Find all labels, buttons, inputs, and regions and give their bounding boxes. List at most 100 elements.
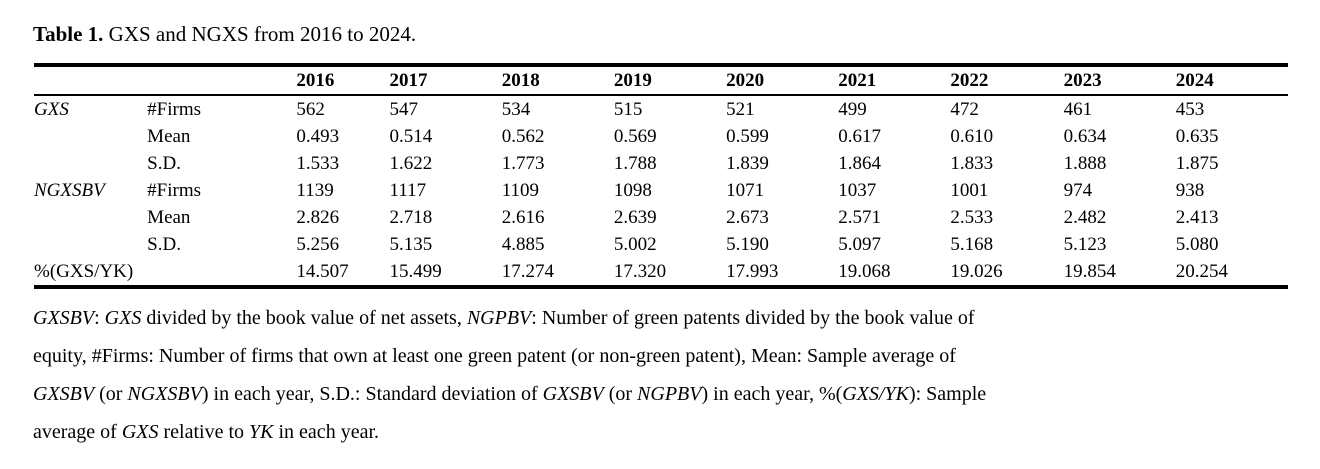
footnote-term: NGXSBV (127, 383, 202, 406)
cell-value: 1037 (838, 179, 877, 201)
footnote-text: average of (33, 421, 122, 444)
row-stat-label: S.D. (147, 152, 181, 174)
cell-value: 0.599 (726, 125, 769, 147)
cell-value: 14.507 (296, 260, 349, 282)
row-group-label (34, 123, 147, 150)
footnote-text: (or (94, 383, 128, 406)
footnote-text: : (94, 307, 105, 330)
cell-value: 1.864 (838, 152, 881, 174)
cell-value: 2.673 (726, 206, 769, 228)
footnote-term: GXSBV (33, 307, 95, 330)
table-row: S.D. 1.533 1.622 1.773 1.788 1.839 1.864 1.833 1… (34, 150, 1288, 177)
cell-value: 5.190 (726, 233, 769, 255)
cell-value: 19.068 (838, 260, 891, 282)
cell-value: 1.888 (1063, 152, 1107, 174)
header-spacer-group (34, 65, 147, 95)
cell-value: 5.168 (950, 233, 994, 255)
table-row: GXS #Firms 562 547 534 515 521 499 472 461 453 (34, 95, 1288, 123)
footnote-text: : Number of green patents divided by the… (531, 307, 975, 330)
year-header-2018: 2018 (501, 69, 540, 91)
year-header-2020: 2020 (726, 69, 765, 91)
cell-value: 2.826 (296, 206, 340, 228)
table-row: S.D. 5.256 5.135 4.885 5.002 5.190 5.097 5.168 5… (34, 231, 1288, 258)
cell-value: 547 (389, 98, 419, 120)
cell-value: 453 (1175, 98, 1205, 120)
cell-value: 1098 (613, 179, 652, 201)
row-stat-label: #Firms (147, 179, 202, 201)
cell-value: 521 (726, 98, 755, 120)
cell-value: 0.617 (838, 125, 881, 147)
cell-value: 5.080 (1175, 233, 1219, 255)
footnote: GXSBV: GXS divided by the book value of … (33, 299, 1295, 451)
footnote-term: GXS/YK (842, 383, 909, 406)
cell-value: 20.254 (1175, 260, 1228, 282)
cell-value: 5.002 (613, 233, 657, 255)
row-stat-label: S.D. (147, 233, 181, 255)
cell-value: 0.493 (296, 125, 340, 147)
cell-value: 17.320 (613, 260, 667, 282)
cell-value: 2.639 (613, 206, 657, 228)
cell-value: 0.610 (950, 125, 994, 147)
footnote-text: in each year. (273, 421, 380, 444)
footnote-term: NGPBV (466, 307, 532, 330)
cell-value: 499 (838, 98, 867, 120)
cell-value: 5.123 (1063, 233, 1107, 255)
cell-value: 1.533 (296, 152, 340, 174)
year-header-2017: 2017 (389, 69, 428, 91)
row-group-label (34, 150, 147, 177)
table-row: %(GXS/YK) 14.507 15.499 17.274 17.320 17.993 1… (34, 258, 1288, 287)
cell-value: 461 (1063, 98, 1093, 120)
year-header-2023: 2023 (1063, 69, 1102, 91)
table-title: Table 1. GXS and NGXS from 2016 to 2024. (33, 22, 1290, 47)
row-group-label (34, 204, 147, 231)
footnote-term: GXS (121, 421, 159, 444)
cell-value: 2.571 (838, 206, 881, 228)
cell-value: 1.622 (389, 152, 433, 174)
cell-value: 17.993 (726, 260, 779, 282)
cell-value: 1139 (296, 179, 334, 201)
cell-value: 2.616 (501, 206, 545, 228)
cell-value: 472 (950, 98, 979, 120)
cell-value: 938 (1175, 179, 1205, 201)
paper-page: Table 1. GXS and NGXS from 2016 to 2024.… (33, 22, 1295, 451)
row-group-label: %(GXS/YK) (34, 260, 134, 282)
cell-value: 534 (501, 98, 531, 120)
cell-value: 1.788 (613, 152, 657, 174)
footnote-text: relative to (158, 421, 250, 444)
row-stat-label: Mean (147, 125, 191, 147)
row-group-label: NGXSBV (34, 179, 105, 201)
cell-value: 5.135 (389, 233, 433, 255)
table-title-text: GXS and NGXS from 2016 to 2024. (103, 22, 417, 46)
cell-value: 2.482 (1063, 206, 1107, 228)
cell-value: 4.885 (501, 233, 545, 255)
table-row: Mean 0.493 0.514 0.562 0.569 0.599 0.617 0.610 0… (34, 123, 1288, 150)
cell-value: 0.514 (389, 125, 433, 147)
table-body: GXS #Firms 562 547 534 515 521 499 472 461 453 Mean… (34, 95, 1288, 287)
cell-value: 1.875 (1175, 152, 1219, 174)
cell-value: 1071 (726, 179, 765, 201)
row-group-label (34, 231, 147, 258)
cell-value: 1109 (501, 179, 540, 201)
footnote-line: GXSBV (or NGXSBV) in each year, S.D.: St… (33, 375, 1295, 413)
cell-value: 0.634 (1063, 125, 1107, 147)
row-stat-label: #Firms (147, 98, 202, 120)
cell-value: 0.562 (501, 125, 545, 147)
row-stat-label (147, 258, 296, 287)
footnote-text: (or (603, 383, 638, 406)
cell-value: 2.533 (950, 206, 994, 228)
cell-value: 1117 (389, 179, 427, 201)
cell-value: 1001 (950, 179, 989, 201)
year-header-2019: 2019 (613, 69, 652, 91)
cell-value: 19.854 (1063, 260, 1116, 282)
footnote-term: GXSBV (542, 383, 604, 406)
table-title-label: Table 1. (33, 22, 104, 46)
footnote-text: divided by the book value of net assets, (141, 307, 467, 330)
row-group-label: GXS (34, 98, 69, 120)
header-spacer-stat (147, 65, 296, 95)
cell-value: 515 (613, 98, 643, 120)
cell-value: 19.026 (950, 260, 1003, 282)
year-header-row: 2016 2017 2018 2019 2020 2021 2022 2023 2024 (34, 65, 1288, 96)
cell-value: 2.413 (1175, 206, 1219, 228)
year-header-2024: 2024 (1175, 69, 1214, 91)
cell-value: 0.569 (613, 125, 657, 147)
